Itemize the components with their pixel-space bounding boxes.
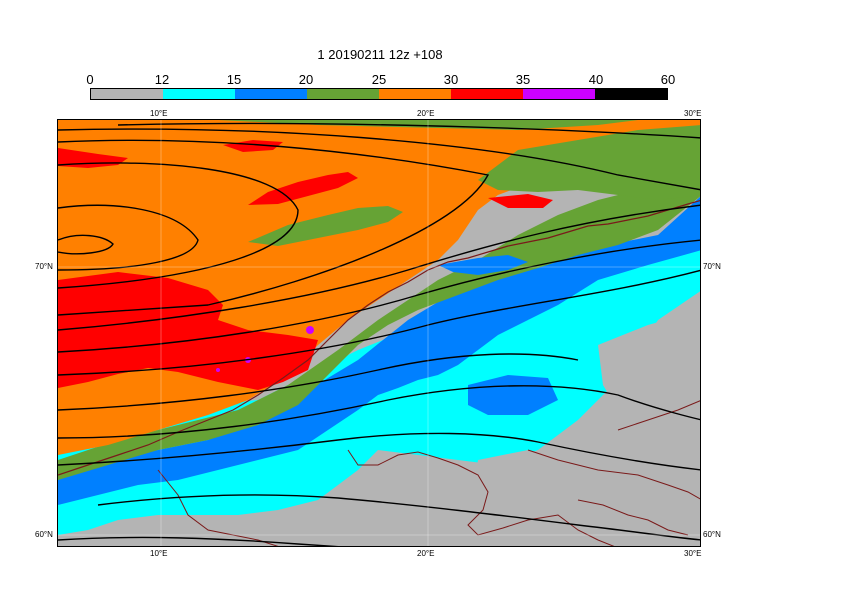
field-gray-patch (598, 310, 700, 455)
field-gray-patch (468, 450, 700, 546)
colorbar-label: 60 (660, 72, 676, 87)
coastline (347, 449, 615, 546)
field-magenta-speck (216, 368, 220, 372)
field-green (478, 125, 700, 200)
isobar (58, 204, 700, 331)
graticule (58, 120, 700, 546)
lon-tick-top: 10°E (150, 109, 168, 118)
coastline (527, 449, 700, 500)
field-green (58, 180, 700, 480)
isobar (58, 269, 700, 376)
isobar (58, 536, 339, 546)
field-blue-patch (438, 255, 528, 275)
isobar (58, 385, 700, 439)
colorbar-label: 20 (298, 72, 314, 87)
colorbar-segment-0 (91, 89, 163, 99)
lon-tick-bottom: 10°E (150, 549, 168, 558)
colorbar-label: 30 (443, 72, 459, 87)
colorbar-segment-7 (595, 89, 667, 99)
colorbar-segment-3 (307, 89, 379, 99)
map-svg (58, 120, 700, 546)
field-cyan-patch (58, 492, 158, 525)
lat-tick-left: 70°N (35, 262, 53, 271)
colorbar-segment-2 (235, 89, 307, 99)
isobar (58, 353, 579, 411)
isobar (58, 139, 490, 316)
lat-tick-right: 60°N (703, 530, 721, 539)
colorbar-label: 15 (226, 72, 242, 87)
colorbar-segment-1 (163, 89, 235, 99)
field-cyan-patch (528, 300, 658, 340)
colorbar (90, 88, 668, 100)
field-red-patch (248, 172, 358, 205)
colorbar-label: 0 (86, 72, 94, 87)
lon-tick-bottom: 30°E (684, 549, 702, 558)
field-blue (58, 196, 700, 505)
coastline (58, 199, 700, 476)
lat-tick-left: 60°N (35, 530, 53, 539)
isobar (58, 128, 700, 191)
lat-tick-right: 70°N (703, 262, 721, 271)
isobar (117, 122, 700, 139)
colorbar-label: 25 (371, 72, 387, 87)
colorbar-label: 40 (588, 72, 604, 87)
lon-tick-top: 20°E (417, 109, 435, 118)
coastline (157, 469, 279, 546)
map-panel (57, 119, 701, 547)
isobars (58, 122, 700, 546)
isobar (58, 432, 700, 471)
colorbar-label: 12 (154, 72, 170, 87)
isobar (58, 162, 299, 289)
field-green-patch (248, 206, 403, 246)
coastline (577, 499, 689, 536)
map-title: 1 20190211 12z +108 (317, 47, 443, 62)
colorbar-segment-4 (379, 89, 451, 99)
field-magenta-speck (306, 326, 314, 334)
field-red (58, 272, 318, 390)
isobar (58, 234, 114, 255)
colorbar-label: 35 (515, 72, 531, 87)
colorbar-segment-6 (523, 89, 595, 99)
field-red-patch (488, 194, 553, 208)
lon-tick-top: 30°E (684, 109, 702, 118)
lon-tick-bottom: 20°E (417, 549, 435, 558)
colorbar-segment-5 (451, 89, 523, 99)
field-blue-patch (468, 375, 558, 415)
isobar (58, 239, 700, 353)
coastline (617, 400, 700, 431)
